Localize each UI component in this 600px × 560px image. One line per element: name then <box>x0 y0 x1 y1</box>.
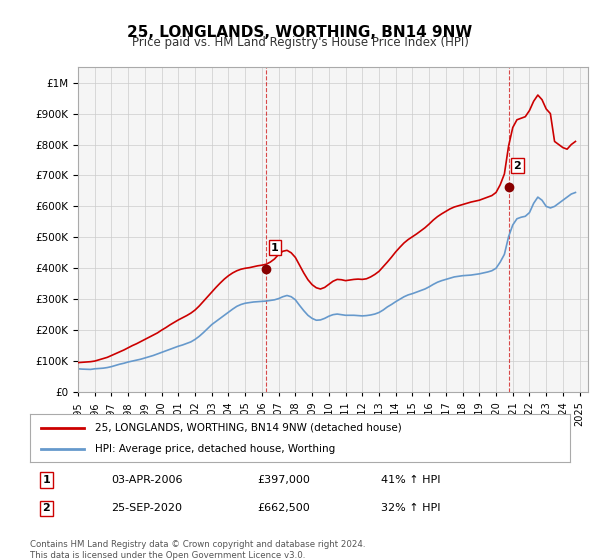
Text: HPI: Average price, detached house, Worthing: HPI: Average price, detached house, Wort… <box>95 444 335 454</box>
Text: 25, LONGLANDS, WORTHING, BN14 9NW: 25, LONGLANDS, WORTHING, BN14 9NW <box>127 25 473 40</box>
Text: 2: 2 <box>43 503 50 514</box>
Text: 25-SEP-2020: 25-SEP-2020 <box>111 503 182 514</box>
Text: 41% ↑ HPI: 41% ↑ HPI <box>381 475 440 485</box>
Text: 03-APR-2006: 03-APR-2006 <box>111 475 182 485</box>
Text: Contains HM Land Registry data © Crown copyright and database right 2024.
This d: Contains HM Land Registry data © Crown c… <box>30 540 365 560</box>
Text: £662,500: £662,500 <box>257 503 310 514</box>
Text: 1: 1 <box>271 242 279 253</box>
Text: 32% ↑ HPI: 32% ↑ HPI <box>381 503 440 514</box>
Text: Price paid vs. HM Land Registry's House Price Index (HPI): Price paid vs. HM Land Registry's House … <box>131 36 469 49</box>
Text: 2: 2 <box>514 161 521 170</box>
Text: 1: 1 <box>43 475 50 485</box>
Text: 25, LONGLANDS, WORTHING, BN14 9NW (detached house): 25, LONGLANDS, WORTHING, BN14 9NW (detac… <box>95 423 401 433</box>
Text: £397,000: £397,000 <box>257 475 310 485</box>
